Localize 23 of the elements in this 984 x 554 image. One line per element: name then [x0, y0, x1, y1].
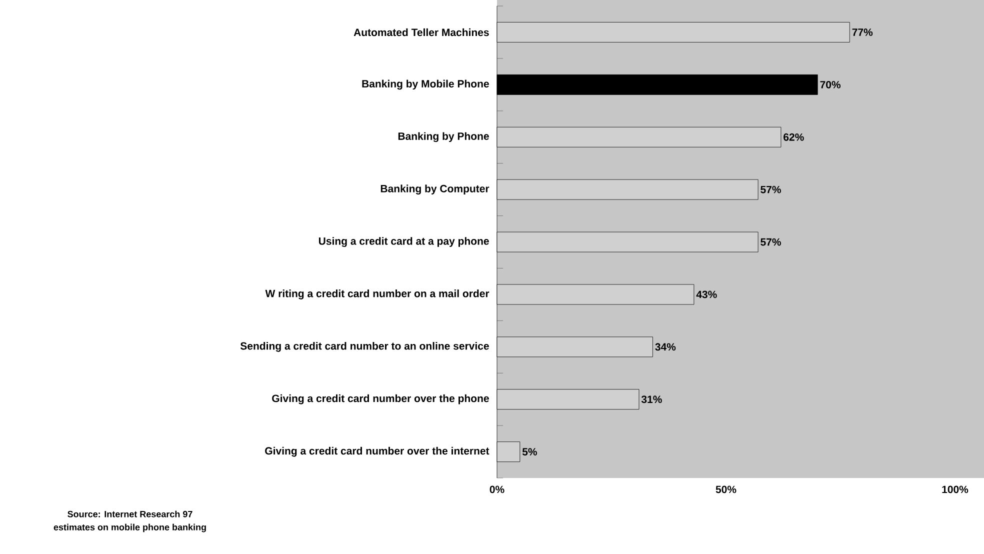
y-tick-label: Using a credit card at a pay phone	[318, 237, 489, 247]
data-label: 43%	[696, 290, 717, 298]
y-tick-label: Giving a credit card number over the internet	[265, 446, 490, 457]
y-tick-label: Banking by Mobile Phone	[362, 80, 489, 90]
data-label: 34%	[655, 343, 676, 351]
y-tick-label: Automated Teller Machines	[354, 28, 489, 36]
y-tick-label: W riting a credit card number on a mail order	[265, 290, 490, 300]
text: estimates on mobile phone banking	[54, 524, 206, 532]
source-note: Source: Internet Research 97	[68, 510, 192, 518]
y-tick-label: Giving a credit card number over the phone	[272, 394, 489, 404]
x-tick-label: 100%	[942, 486, 968, 494]
x-tick-label: 50%	[716, 486, 736, 494]
data-label: 31%	[641, 396, 662, 404]
data-label: 70%	[820, 80, 841, 88]
data-label: 5%	[522, 448, 537, 456]
y-tick-label: Sending a credit card number to an online service	[240, 342, 489, 352]
y-tick-label: Banking by Computer	[380, 184, 490, 194]
data-label: 77%	[852, 28, 873, 36]
data-label: 57%	[760, 238, 781, 246]
data-label: 62%	[784, 133, 804, 141]
y-tick-label: Banking by Phone	[398, 132, 489, 142]
data-label: 57%	[760, 186, 781, 194]
x-tick-label: 0%	[490, 486, 504, 494]
